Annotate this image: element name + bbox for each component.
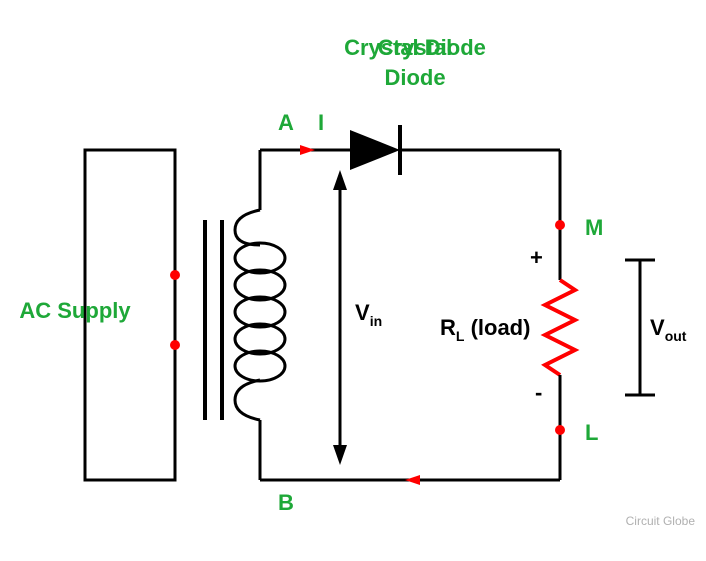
ac-supply-label: AC Supply: [19, 298, 131, 323]
node-b-label: B: [278, 490, 294, 515]
rload-label: RL (load): [440, 315, 530, 344]
current-label: I: [318, 110, 324, 135]
transformer-coil: [235, 150, 285, 480]
ac-terminal-bottom: [170, 340, 180, 350]
current-arrow-bottom: [405, 475, 420, 485]
diode-line2: Diode: [384, 65, 445, 90]
vin-arrow: [333, 170, 347, 465]
vout-label: Vout: [650, 315, 687, 344]
minus-label: -: [535, 380, 542, 405]
node-l-label: L: [585, 420, 598, 445]
diode-symbol: [350, 125, 400, 175]
circuit-diagram: Crystal Diode A I M L B AC Supply Vin RL…: [0, 0, 706, 561]
plus-label: +: [530, 245, 543, 270]
node-m-label: M: [585, 215, 603, 240]
load-resistor: [545, 280, 575, 375]
diode-line1: Crystal: [378, 35, 453, 60]
credit-label: Circuit Globe: [626, 514, 696, 528]
node-l-dot: [555, 425, 565, 435]
vin-label: Vin: [355, 300, 382, 329]
node-a-label: A: [278, 110, 294, 135]
current-arrow-top: [300, 145, 315, 155]
ac-terminal-top: [170, 270, 180, 280]
node-m-dot: [555, 220, 565, 230]
